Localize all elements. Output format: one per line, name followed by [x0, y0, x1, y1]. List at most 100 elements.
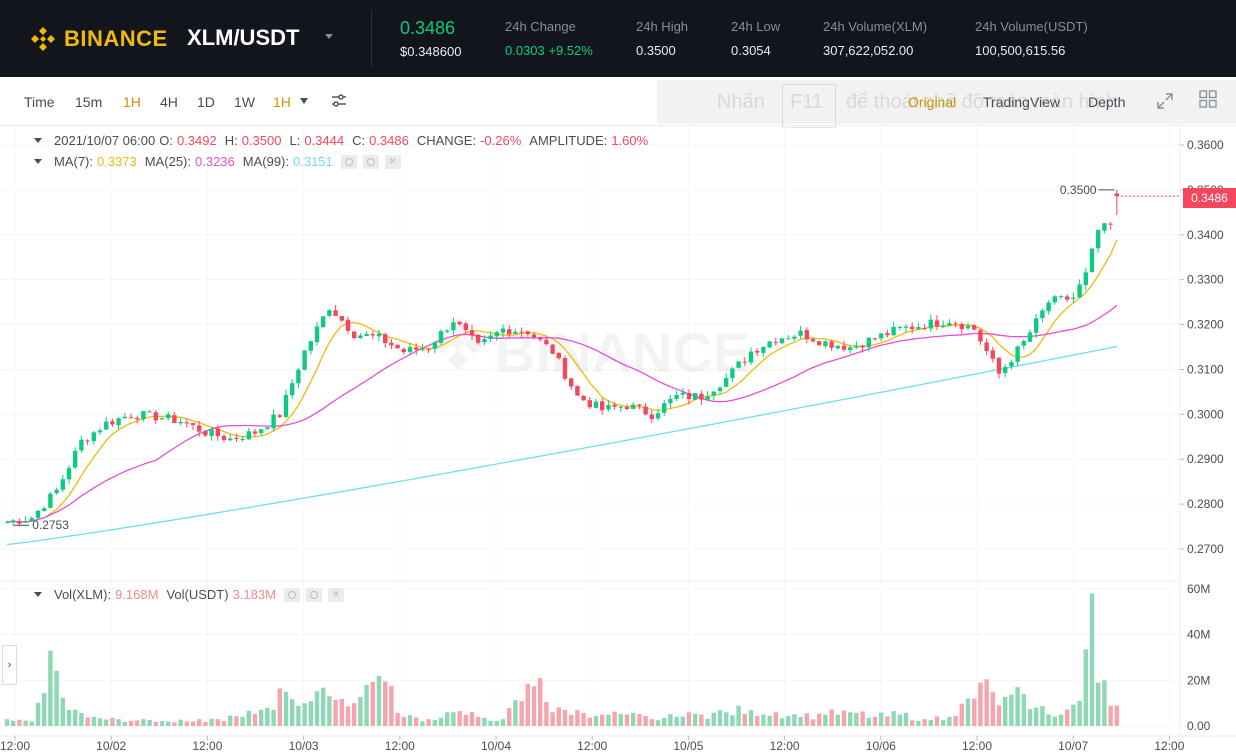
volume-bar	[891, 711, 896, 726]
view-tradingview[interactable]: TradingView	[983, 94, 1061, 110]
eye-icon[interactable]	[340, 154, 357, 169]
expand-icon[interactable]	[1156, 92, 1174, 110]
stat-24h-volume-usdt: 24h Volume(USDT) 100,500,615.56	[975, 19, 1088, 58]
legend-amplitude: 1.60%	[611, 133, 649, 148]
volume-bar	[662, 717, 667, 726]
volume-bar	[147, 720, 152, 726]
close-icon[interactable]	[384, 153, 401, 169]
volume-bar	[35, 702, 41, 726]
volume-bar	[872, 716, 878, 726]
stat-value: 100,500,615.56	[975, 43, 1066, 58]
candle-up	[283, 394, 289, 417]
candle-up	[1046, 302, 1051, 312]
eye-icon[interactable]	[283, 587, 300, 602]
candle-down	[215, 428, 220, 437]
candle-up	[1015, 346, 1020, 362]
volume-bar	[1040, 706, 1045, 726]
candle-down	[686, 392, 692, 400]
collapse-caret-icon[interactable]	[34, 138, 42, 143]
interval-4h[interactable]: 4H	[160, 94, 178, 110]
candle-up	[1058, 296, 1064, 298]
interval-15m[interactable]: 15m	[75, 94, 103, 110]
volume-bar	[556, 707, 561, 726]
candle-down	[476, 334, 481, 343]
chevron-down-icon[interactable]	[325, 34, 333, 39]
volume-bar	[494, 720, 499, 726]
low-marker-label: 0.2753	[32, 518, 69, 532]
brand[interactable]: BINANCE	[28, 22, 168, 56]
candle-down	[990, 350, 995, 359]
candle-down	[860, 345, 865, 348]
candle-down	[972, 325, 977, 330]
volume-tick-label: 60M	[1187, 582, 1210, 596]
close-icon[interactable]	[327, 586, 344, 602]
interval-time[interactable]: Time	[24, 94, 55, 110]
candle-down	[389, 342, 394, 346]
ma99-label: MA(99):	[242, 154, 289, 169]
layout-grid-icon[interactable]	[1199, 90, 1217, 108]
candle-up	[314, 326, 320, 343]
volume-bar	[215, 719, 220, 726]
caret-down-icon[interactable]	[300, 98, 308, 104]
volume-bar	[693, 713, 698, 726]
candle-up	[147, 411, 152, 413]
candle-up	[1071, 297, 1076, 299]
gear-icon[interactable]	[362, 154, 379, 169]
candle-down	[184, 422, 189, 424]
hint-text-after: để thoát chế độ toàn màn hình	[846, 91, 1118, 113]
interval-dropdown[interactable]: 1H	[273, 94, 291, 110]
candle-up	[1034, 318, 1039, 333]
candle-up	[60, 479, 65, 490]
volume-bar	[798, 716, 803, 726]
volume-bar	[655, 720, 661, 726]
candle-down	[414, 347, 419, 350]
volume-bar	[228, 715, 233, 726]
volume-bar	[742, 713, 747, 726]
candle-down	[426, 349, 431, 351]
candle-down	[519, 331, 524, 333]
volume-bar	[817, 713, 822, 726]
candle-up	[835, 345, 840, 349]
candle-up	[891, 327, 896, 336]
gear-icon[interactable]	[305, 587, 322, 602]
view-depth[interactable]: Depth	[1088, 94, 1126, 110]
sidebar-toggle[interactable]: ›	[2, 645, 17, 685]
candle-up	[73, 450, 78, 468]
interval-1d[interactable]: 1D	[197, 94, 215, 110]
candle-down	[742, 361, 747, 363]
pair-selector[interactable]: XLM/USDT	[187, 25, 300, 50]
volume-bar	[600, 714, 605, 726]
candle-down	[401, 349, 406, 353]
volume-bar	[1046, 714, 1051, 726]
chart-axes: 0.3600 0.3500 0.3400 0.3300 0.3200 0.3100 0.30…	[0, 126, 1236, 753]
volume-bar	[66, 710, 72, 726]
collapse-caret-icon[interactable]	[34, 159, 42, 164]
candle-up	[308, 341, 313, 351]
interval-1h[interactable]: 1H	[123, 94, 141, 110]
interval-1w[interactable]: 1W	[234, 94, 255, 110]
volume-bar	[934, 716, 940, 726]
volume-bar	[1065, 709, 1070, 726]
candle-up	[48, 493, 53, 508]
candle-up	[228, 438, 233, 441]
last-price: 0.3486	[400, 18, 456, 38]
indicator-settings-icon[interactable]	[330, 92, 348, 110]
candle-up	[66, 468, 72, 480]
candle-down	[624, 407, 630, 410]
candle-up	[724, 378, 729, 387]
view-original[interactable]: Original	[908, 94, 957, 110]
candle-up	[513, 331, 518, 334]
price-tick-label: 0.3200	[1187, 318, 1224, 332]
volume-bar	[581, 712, 586, 726]
volume-bar	[327, 696, 332, 726]
collapse-caret-icon[interactable]	[34, 592, 42, 597]
volume-bar	[984, 679, 989, 726]
candle-up	[1077, 284, 1082, 298]
candle-down	[1065, 296, 1070, 300]
volume-bar	[438, 717, 444, 726]
candle-down	[234, 437, 239, 440]
volume-bar	[649, 719, 654, 726]
current-price-badge: 0.3486	[1183, 188, 1236, 208]
volume-bar	[48, 650, 53, 726]
